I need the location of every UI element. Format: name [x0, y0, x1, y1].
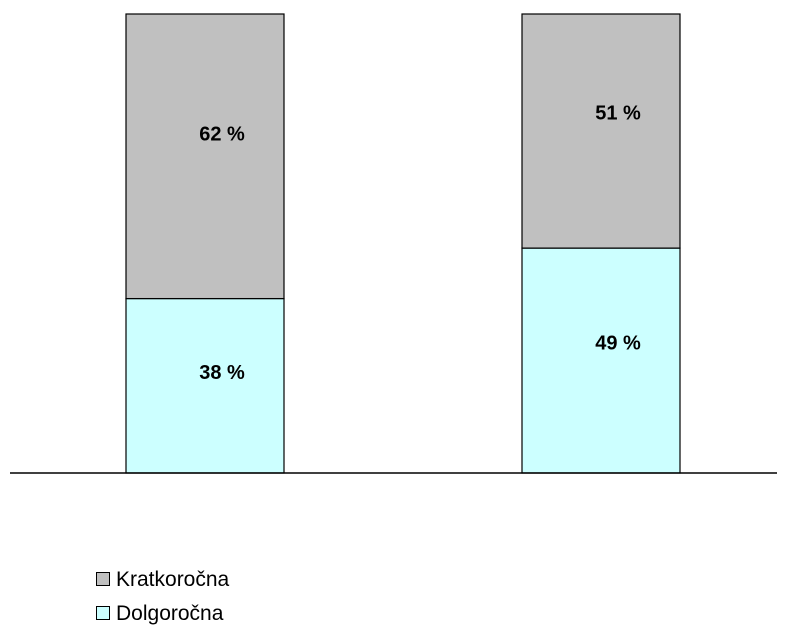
legend-swatch-kratkorocna [96, 572, 110, 586]
legend-item-dolgorocna: Dolgoročna [96, 596, 396, 630]
bar-kratkorocna-1 [125, 13, 285, 300]
legend-label-kratkorocna: Kratkoročna [116, 567, 230, 591]
bar-kratkorocna-2 [521, 13, 681, 249]
legend-item-kratkorocna: Kratkoročna [96, 562, 396, 596]
data-label-kratkorocna-1: 62 % [199, 124, 245, 146]
legend: Kratkoročna Dolgoročna [96, 562, 396, 630]
bar-dolgorocna-2 [521, 247, 681, 474]
data-label-kratkorocna-2: 51 % [595, 102, 641, 124]
bars-layer [125, 13, 681, 474]
legend-label-dolgorocna: Dolgoročna [116, 601, 224, 625]
bar-dolgorocna-1 [125, 297, 285, 474]
data-labels-layer: 38 % 62 % 49 % 51 % [199, 102, 641, 384]
data-label-dolgorocna-1: 38 % [199, 362, 245, 384]
data-label-dolgorocna-2: 49 % [595, 333, 641, 355]
legend-swatch-dolgorocna [96, 606, 110, 620]
